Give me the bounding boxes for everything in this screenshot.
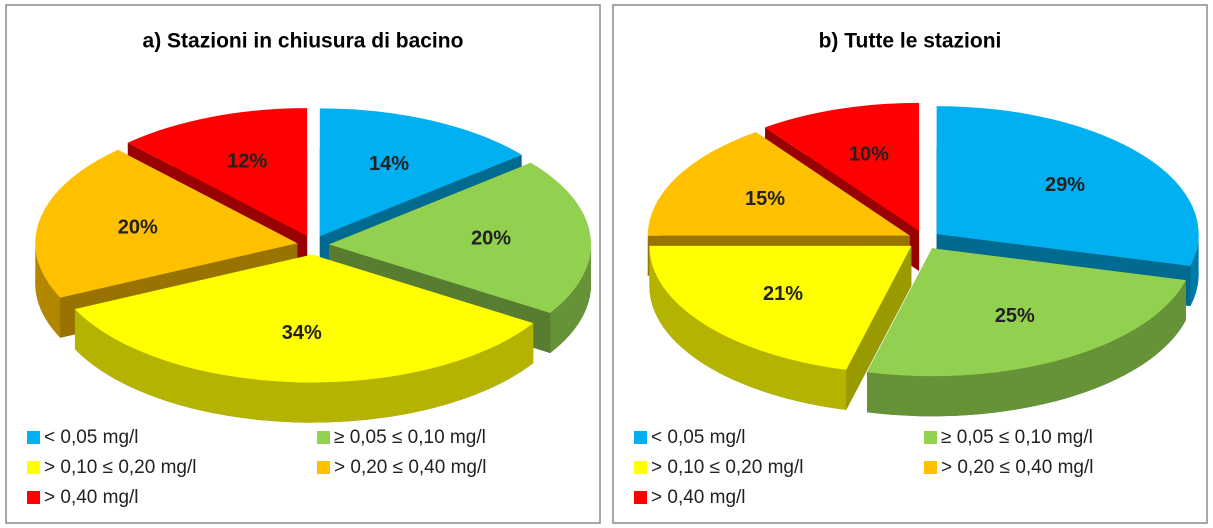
slice-side	[550, 244, 591, 353]
legend-label: > 0,40 mg/l	[651, 487, 746, 508]
data-label: 20%	[471, 228, 511, 250]
slice	[765, 102, 920, 231]
slice-side	[35, 243, 61, 338]
data-label: 15%	[745, 188, 785, 210]
legend-swatch	[27, 431, 40, 444]
slice	[936, 106, 1199, 266]
slice-side	[1190, 234, 1199, 306]
legend-swatch	[317, 431, 330, 444]
data-label: 29%	[1045, 174, 1085, 196]
legend-label: ≥ 0,05 ≤ 0,10 mg/l	[941, 427, 1093, 448]
slice	[328, 162, 591, 313]
data-label: 20%	[118, 217, 158, 239]
slice	[127, 108, 308, 237]
legend-swatch	[27, 461, 40, 474]
legend-swatch	[317, 461, 330, 474]
slice-cut	[846, 245, 912, 410]
legend-label: > 0,20 ≤ 0,40 mg/l	[334, 457, 487, 478]
legend-swatch	[634, 431, 647, 444]
chart-title: b) Tutte le stazioni	[819, 30, 1002, 53]
legend-label: > 0,20 ≤ 0,40 mg/l	[941, 457, 1094, 478]
data-label: 25%	[995, 305, 1035, 327]
legend-label: ≥ 0,05 ≤ 0,10 mg/l	[334, 427, 486, 448]
slice	[319, 108, 522, 237]
legend-swatch	[924, 431, 937, 444]
slice-side	[649, 245, 847, 410]
data-label: 34%	[282, 322, 322, 344]
slice-side	[866, 280, 1186, 417]
data-label: 10%	[849, 144, 889, 166]
legend-swatch	[27, 491, 40, 504]
slice	[649, 245, 912, 370]
data-label: 21%	[763, 283, 803, 305]
legend-label: > 0,40 mg/l	[44, 487, 139, 508]
legend-swatch	[924, 461, 937, 474]
legend-label: > 0,10 ≤ 0,20 mg/l	[651, 457, 804, 478]
chart-title: a) Stazioni in chiusura di bacino	[143, 30, 464, 53]
legend-swatch	[634, 491, 647, 504]
slice	[866, 248, 1186, 377]
legend-swatch	[634, 461, 647, 474]
slice	[647, 132, 910, 236]
slice-side	[74, 309, 534, 423]
slice	[35, 149, 298, 298]
slice	[74, 254, 534, 383]
legend-label: > 0,10 ≤ 0,20 mg/l	[44, 457, 197, 478]
data-label: 12%	[227, 151, 267, 173]
data-label: 14%	[369, 153, 409, 175]
legend-label: < 0,05 mg/l	[44, 427, 139, 448]
legend-label: < 0,05 mg/l	[651, 427, 746, 448]
